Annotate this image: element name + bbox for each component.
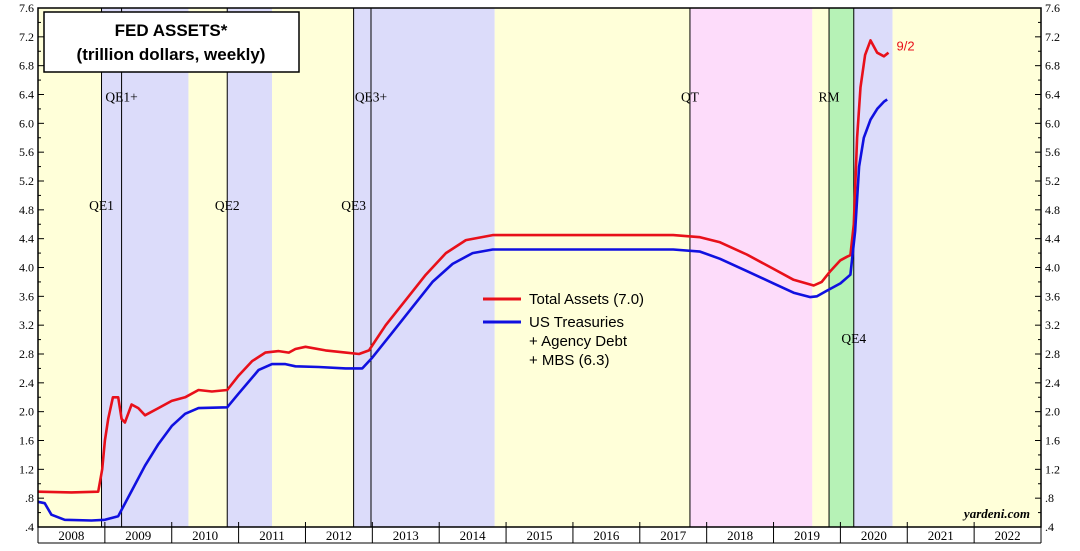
y-tick-label-right: .4 xyxy=(1045,520,1054,534)
y-tick-label-right: 1.2 xyxy=(1045,462,1060,476)
y-tick-label-right: 5.2 xyxy=(1045,174,1060,188)
y-tick-label-right: 3.2 xyxy=(1045,318,1060,332)
y-tick-label-left: 2.0 xyxy=(19,405,34,419)
y-axis-left: .4 .8 1.2 1.6 2.0 2.4 2.8 3.2 3.6 4.0 4.4 4.8 5.2 5.6… xyxy=(19,1,44,534)
x-year-label: 2015 xyxy=(527,528,553,543)
y-tick-label-left: 6.8 xyxy=(19,59,34,73)
y-tick-label-left: 4.4 xyxy=(19,232,34,246)
x-year-label: 2018 xyxy=(727,528,753,543)
shaded-period-5 xyxy=(353,8,495,527)
phase-labels: QE1 QE1+ QE2 QE3 QE3+ QT RM QE4 xyxy=(89,90,866,346)
x-axis: 2008 2009 2010 2011 2012 2013 2014 2015 2016 2017… xyxy=(37,522,1042,544)
x-year-label: 2008 xyxy=(58,528,84,543)
y-tick-label-left: 4.0 xyxy=(19,261,34,275)
x-year-label: 2010 xyxy=(192,528,218,543)
y-tick-label-left: 1.6 xyxy=(19,434,34,448)
x-year-label: 2017 xyxy=(660,528,687,543)
y-tick-label-left: 5.6 xyxy=(19,145,34,159)
shaded-period-4 xyxy=(272,8,354,527)
y-tick-label-right: 6.4 xyxy=(1045,88,1060,102)
shaded-period-6 xyxy=(494,8,690,527)
y-tick-label-left: 7.2 xyxy=(19,30,34,44)
shaded-period-1 xyxy=(101,8,189,527)
y-tick-label-right: 7.6 xyxy=(1045,1,1060,15)
title-frame xyxy=(43,11,300,73)
series-lines xyxy=(37,39,890,522)
series-line-0 xyxy=(37,39,890,494)
y-tick-label-right: 4.0 xyxy=(1045,261,1060,275)
y-tick-label-left: 6.0 xyxy=(19,116,34,130)
x-year-label: 2011 xyxy=(259,528,285,543)
phase-label-qe1: QE1 xyxy=(89,198,114,213)
x-year-label: 2016 xyxy=(593,528,620,543)
y-tick-label-right: 4.8 xyxy=(1045,203,1060,217)
y-tick-label-left: 6.4 xyxy=(19,88,34,102)
y-tick-label-left: .8 xyxy=(25,491,34,505)
y-tick-label-left: 7.6 xyxy=(19,1,34,15)
y-tick-label-right: 2.0 xyxy=(1045,405,1060,419)
legend: Total Assets (7.0) US Treasuries + Agency … xyxy=(483,291,644,369)
y-tick-label-right: 2.4 xyxy=(1045,376,1060,390)
x-year-label: 2009 xyxy=(125,528,151,543)
y-tick-label-left: 3.6 xyxy=(19,289,34,303)
y-tick-label-right: 6.8 xyxy=(1045,59,1060,73)
chart-title: FED ASSETS* xyxy=(115,21,228,40)
shaded-periods xyxy=(38,8,1041,527)
y-axis-right: .4 .8 1.2 1.6 2.0 2.4 2.8 3.2 3.6 4.0 4.4 4.8 5.2 5.6… xyxy=(1035,1,1060,534)
x-year-label: 2012 xyxy=(326,528,352,543)
event-lines xyxy=(101,8,855,527)
shaded-period-0 xyxy=(38,8,102,527)
y-tick-label-left: 1.2 xyxy=(19,462,34,476)
y-tick-label-right: 2.8 xyxy=(1045,347,1060,361)
phase-label-qe3: QE3 xyxy=(341,198,366,213)
phase-label-qe3-plus: QE3+ xyxy=(355,90,387,105)
y-tick-label-left: 5.2 xyxy=(19,174,34,188)
title-box: FED ASSETS* (trillion dollars, weekly) xyxy=(43,11,300,73)
y-tick-label-right: 7.2 xyxy=(1045,30,1060,44)
y-tick-label-right: 3.6 xyxy=(1045,289,1060,303)
x-year-label: 2022 xyxy=(995,528,1021,543)
y-tick-label-left: 2.4 xyxy=(19,376,34,390)
phase-label-qe4: QE4 xyxy=(841,331,866,346)
y-tick-label-right: 6.0 xyxy=(1045,116,1060,130)
credit-label: yardeni.com xyxy=(962,506,1030,521)
x-year-label: 2014 xyxy=(460,528,487,543)
series-line-1 xyxy=(37,98,888,522)
legend-label-1-2: + MBS (6.3) xyxy=(529,352,609,369)
y-tick-label-right: 5.6 xyxy=(1045,145,1060,159)
chart-subtitle: (trillion dollars, weekly) xyxy=(77,45,266,64)
y-tick-label-right: 4.4 xyxy=(1045,232,1060,246)
x-year-label: 2019 xyxy=(794,528,820,543)
phase-label-rm: RM xyxy=(819,90,840,105)
shaded-period-2 xyxy=(188,8,228,527)
shaded-period-7 xyxy=(689,8,813,527)
x-year-label: 2020 xyxy=(861,528,887,543)
y-tick-label-right: 1.6 xyxy=(1045,434,1060,448)
y-tick-label-left: 3.2 xyxy=(19,318,34,332)
end-date-label: 9/2 xyxy=(897,38,915,53)
legend-label-1-0: US Treasuries xyxy=(529,314,624,331)
shaded-period-8 xyxy=(812,8,830,527)
y-tick-label-left: .4 xyxy=(25,520,34,534)
phase-label-qe2: QE2 xyxy=(215,198,240,213)
y-tick-label-right: .8 xyxy=(1045,491,1054,505)
shaded-period-3 xyxy=(227,8,273,527)
y-tick-label-left: 4.8 xyxy=(19,203,34,217)
phase-label-qe1-plus: QE1+ xyxy=(105,90,137,105)
legend-label-1-1: + Agency Debt xyxy=(529,333,628,350)
shaded-period-11 xyxy=(892,8,1041,527)
y-tick-label-left: 2.8 xyxy=(19,347,34,361)
legend-label-0-0: Total Assets (7.0) xyxy=(529,291,644,308)
end-label-group: 9/2 xyxy=(897,38,915,53)
x-year-label: 2013 xyxy=(393,528,419,543)
phase-label-qt: QT xyxy=(681,90,700,105)
x-year-label: 2021 xyxy=(928,528,954,543)
